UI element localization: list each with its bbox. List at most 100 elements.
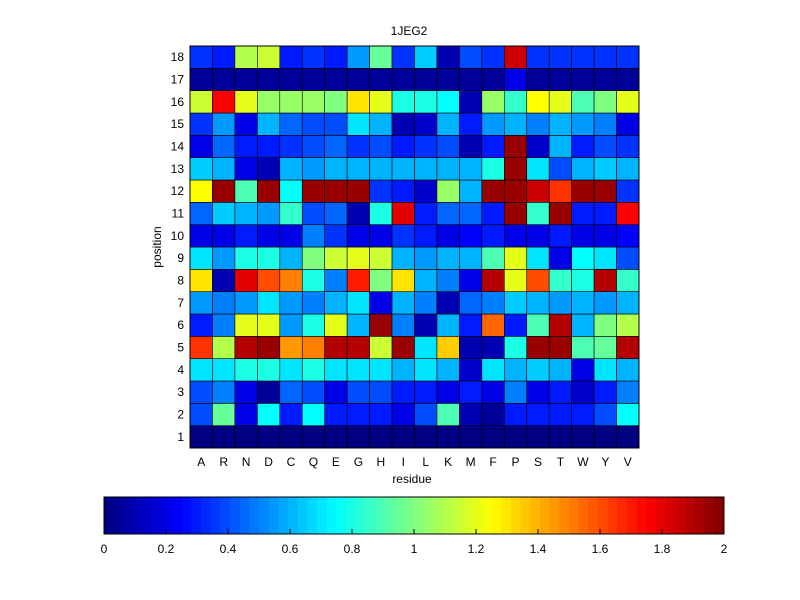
heatmap-cell [593, 179, 617, 203]
heatmap-cell [369, 313, 393, 337]
heatmap-cell [369, 135, 393, 158]
heatmap-cell [369, 246, 393, 270]
heatmap-cell [436, 179, 460, 203]
heatmap-cell [526, 157, 550, 181]
heatmap-cell [459, 90, 483, 114]
heatmap-cell [279, 179, 303, 203]
y-tick-label: 2 [177, 408, 184, 422]
heatmap-cell [481, 45, 505, 69]
heatmap-cell [548, 246, 572, 270]
heatmap-cell [571, 403, 595, 426]
heatmap-cell [257, 425, 281, 449]
colorbar-swatch [414, 497, 425, 534]
heatmap-cell [189, 336, 213, 359]
heatmap-cell [593, 224, 617, 248]
heatmap-cell [593, 313, 617, 337]
heatmap-cell [548, 380, 572, 404]
y-tick-label: 6 [177, 318, 184, 332]
heatmap-cell [459, 112, 483, 136]
colorbar-swatch [123, 497, 134, 534]
colorbar-tick-label: 1.8 [654, 542, 671, 556]
heatmap-cell [189, 68, 213, 91]
heatmap-cell [279, 202, 303, 225]
colorbar-swatch [113, 497, 124, 534]
heatmap-cell [459, 179, 483, 203]
heatmap-cell [301, 202, 326, 225]
heatmap-cell [571, 313, 595, 337]
heatmap-cell [324, 246, 348, 270]
heatmap-cell [436, 246, 460, 270]
heatmap-cell [548, 112, 572, 136]
heatmap-cell [414, 246, 438, 270]
x-tick-label: H [376, 455, 385, 469]
heatmap-cell [436, 291, 460, 315]
x-tick-label: M [466, 455, 476, 469]
heatmap-cell [481, 403, 505, 426]
y-tick-label: 17 [171, 73, 185, 87]
heatmap-cell [548, 425, 572, 449]
heatmap-cell [548, 202, 572, 225]
heatmap-cell [346, 358, 370, 382]
heatmap-cell [593, 291, 617, 315]
heatmap-cell [301, 157, 326, 181]
heatmap-cell [301, 358, 326, 382]
heatmap-cell [571, 112, 595, 136]
heatmap-cell [503, 425, 528, 449]
heatmap-cell [234, 336, 258, 359]
heatmap-cell [391, 358, 415, 382]
heatmap-cell [391, 380, 415, 404]
heatmap-cell [346, 224, 370, 248]
heatmap-cell [301, 45, 326, 69]
heatmap-cell [391, 224, 415, 248]
y-tick-label: 8 [177, 274, 184, 288]
heatmap-cell [301, 135, 326, 158]
heatmap-cell [436, 90, 460, 114]
colorbar-swatch [278, 497, 289, 534]
heatmap-cell [526, 202, 550, 225]
heatmap-cell [234, 202, 258, 225]
y-tick-label: 7 [177, 296, 184, 310]
colorbar-swatch [142, 497, 153, 534]
heatmap-cell [571, 380, 595, 404]
heatmap-cell [414, 403, 438, 426]
x-tick-label: G [354, 455, 363, 469]
colorbar-swatch [588, 497, 599, 534]
heatmap-cell [503, 336, 528, 359]
heatmap-cell [279, 112, 303, 136]
heatmap-cell [369, 224, 393, 248]
x-tick-label: T [557, 455, 565, 469]
heatmap-cell [324, 269, 348, 292]
colorbar-swatch [598, 497, 609, 534]
heatmap-cell [414, 179, 438, 203]
heatmap-cell [324, 179, 348, 203]
heatmap-cell [234, 313, 258, 337]
colorbar-swatch [472, 497, 483, 534]
heatmap-cell [324, 224, 348, 248]
heatmap-cell [391, 336, 415, 359]
heatmap-cell [593, 358, 617, 382]
heatmap-cell [616, 135, 640, 158]
heatmap-cell [324, 68, 348, 91]
heatmap-cell [481, 425, 505, 449]
heatmap-cell [257, 90, 281, 114]
x-tick-label: A [197, 455, 205, 469]
heatmap-cell [212, 68, 236, 91]
heatmap-cell [481, 90, 505, 114]
heatmap-cell [503, 90, 528, 114]
heatmap-cell [503, 224, 528, 248]
heatmap-cell [459, 224, 483, 248]
heatmap-cell [459, 291, 483, 315]
heatmap-cell [548, 269, 572, 292]
heatmap-cell [212, 90, 236, 114]
colorbar-swatch [481, 497, 492, 534]
heatmap-cell [189, 269, 213, 292]
colorbar-swatch [491, 497, 502, 534]
colorbar-swatch [317, 497, 328, 534]
heatmap-cell [346, 269, 370, 292]
heatmap-cell [571, 68, 595, 91]
heatmap-cell [503, 358, 528, 382]
x-tick-label: R [219, 455, 228, 469]
colorbar-swatch [627, 497, 638, 534]
heatmap-cell [414, 224, 438, 248]
